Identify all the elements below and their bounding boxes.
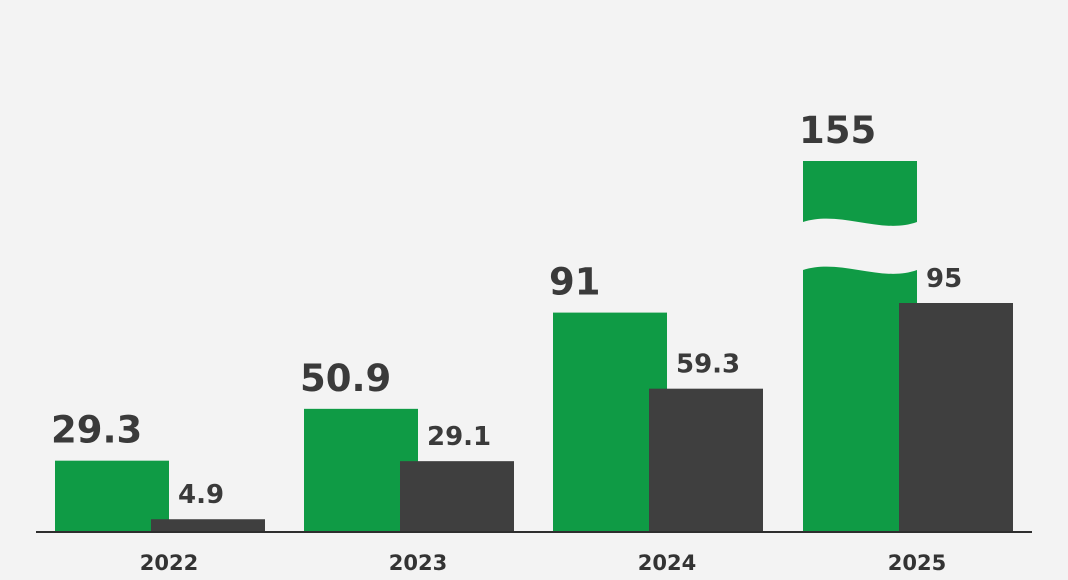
category-label-2023: 2023 [389,551,447,575]
bar-series2-2024 [649,388,763,531]
bars [55,161,1013,531]
bar-series2-2023 [400,461,514,531]
bar-series1-2022 [55,460,169,531]
bar-series1-2025 [803,266,917,531]
value-label-series1-2022: 29.3 [51,409,142,452]
value-label-series2-2023: 29.1 [427,422,491,452]
value-label-series2-2025: 95 [926,264,962,294]
bar-series2-2022 [151,519,265,531]
value-labels: 29.3 4.9 2022 50.9 29.1 2023 91 59.3 2024 155 95 20… [51,109,962,575]
value-label-series1-2024: 91 [549,261,601,304]
category-label-2024: 2024 [638,551,696,575]
value-label-series2-2022: 4.9 [178,480,224,510]
bar-series1-2025-top [803,161,917,226]
bar-series2-2025 [899,303,1013,531]
value-label-series2-2024: 59.3 [676,350,740,380]
bar-series1-2024 [553,312,667,531]
value-label-series1-2025: 155 [799,109,876,152]
category-label-2025: 2025 [888,551,946,575]
category-label-2022: 2022 [140,551,198,575]
value-label-series1-2023: 50.9 [300,357,391,400]
bar-series1-2023 [304,408,418,531]
